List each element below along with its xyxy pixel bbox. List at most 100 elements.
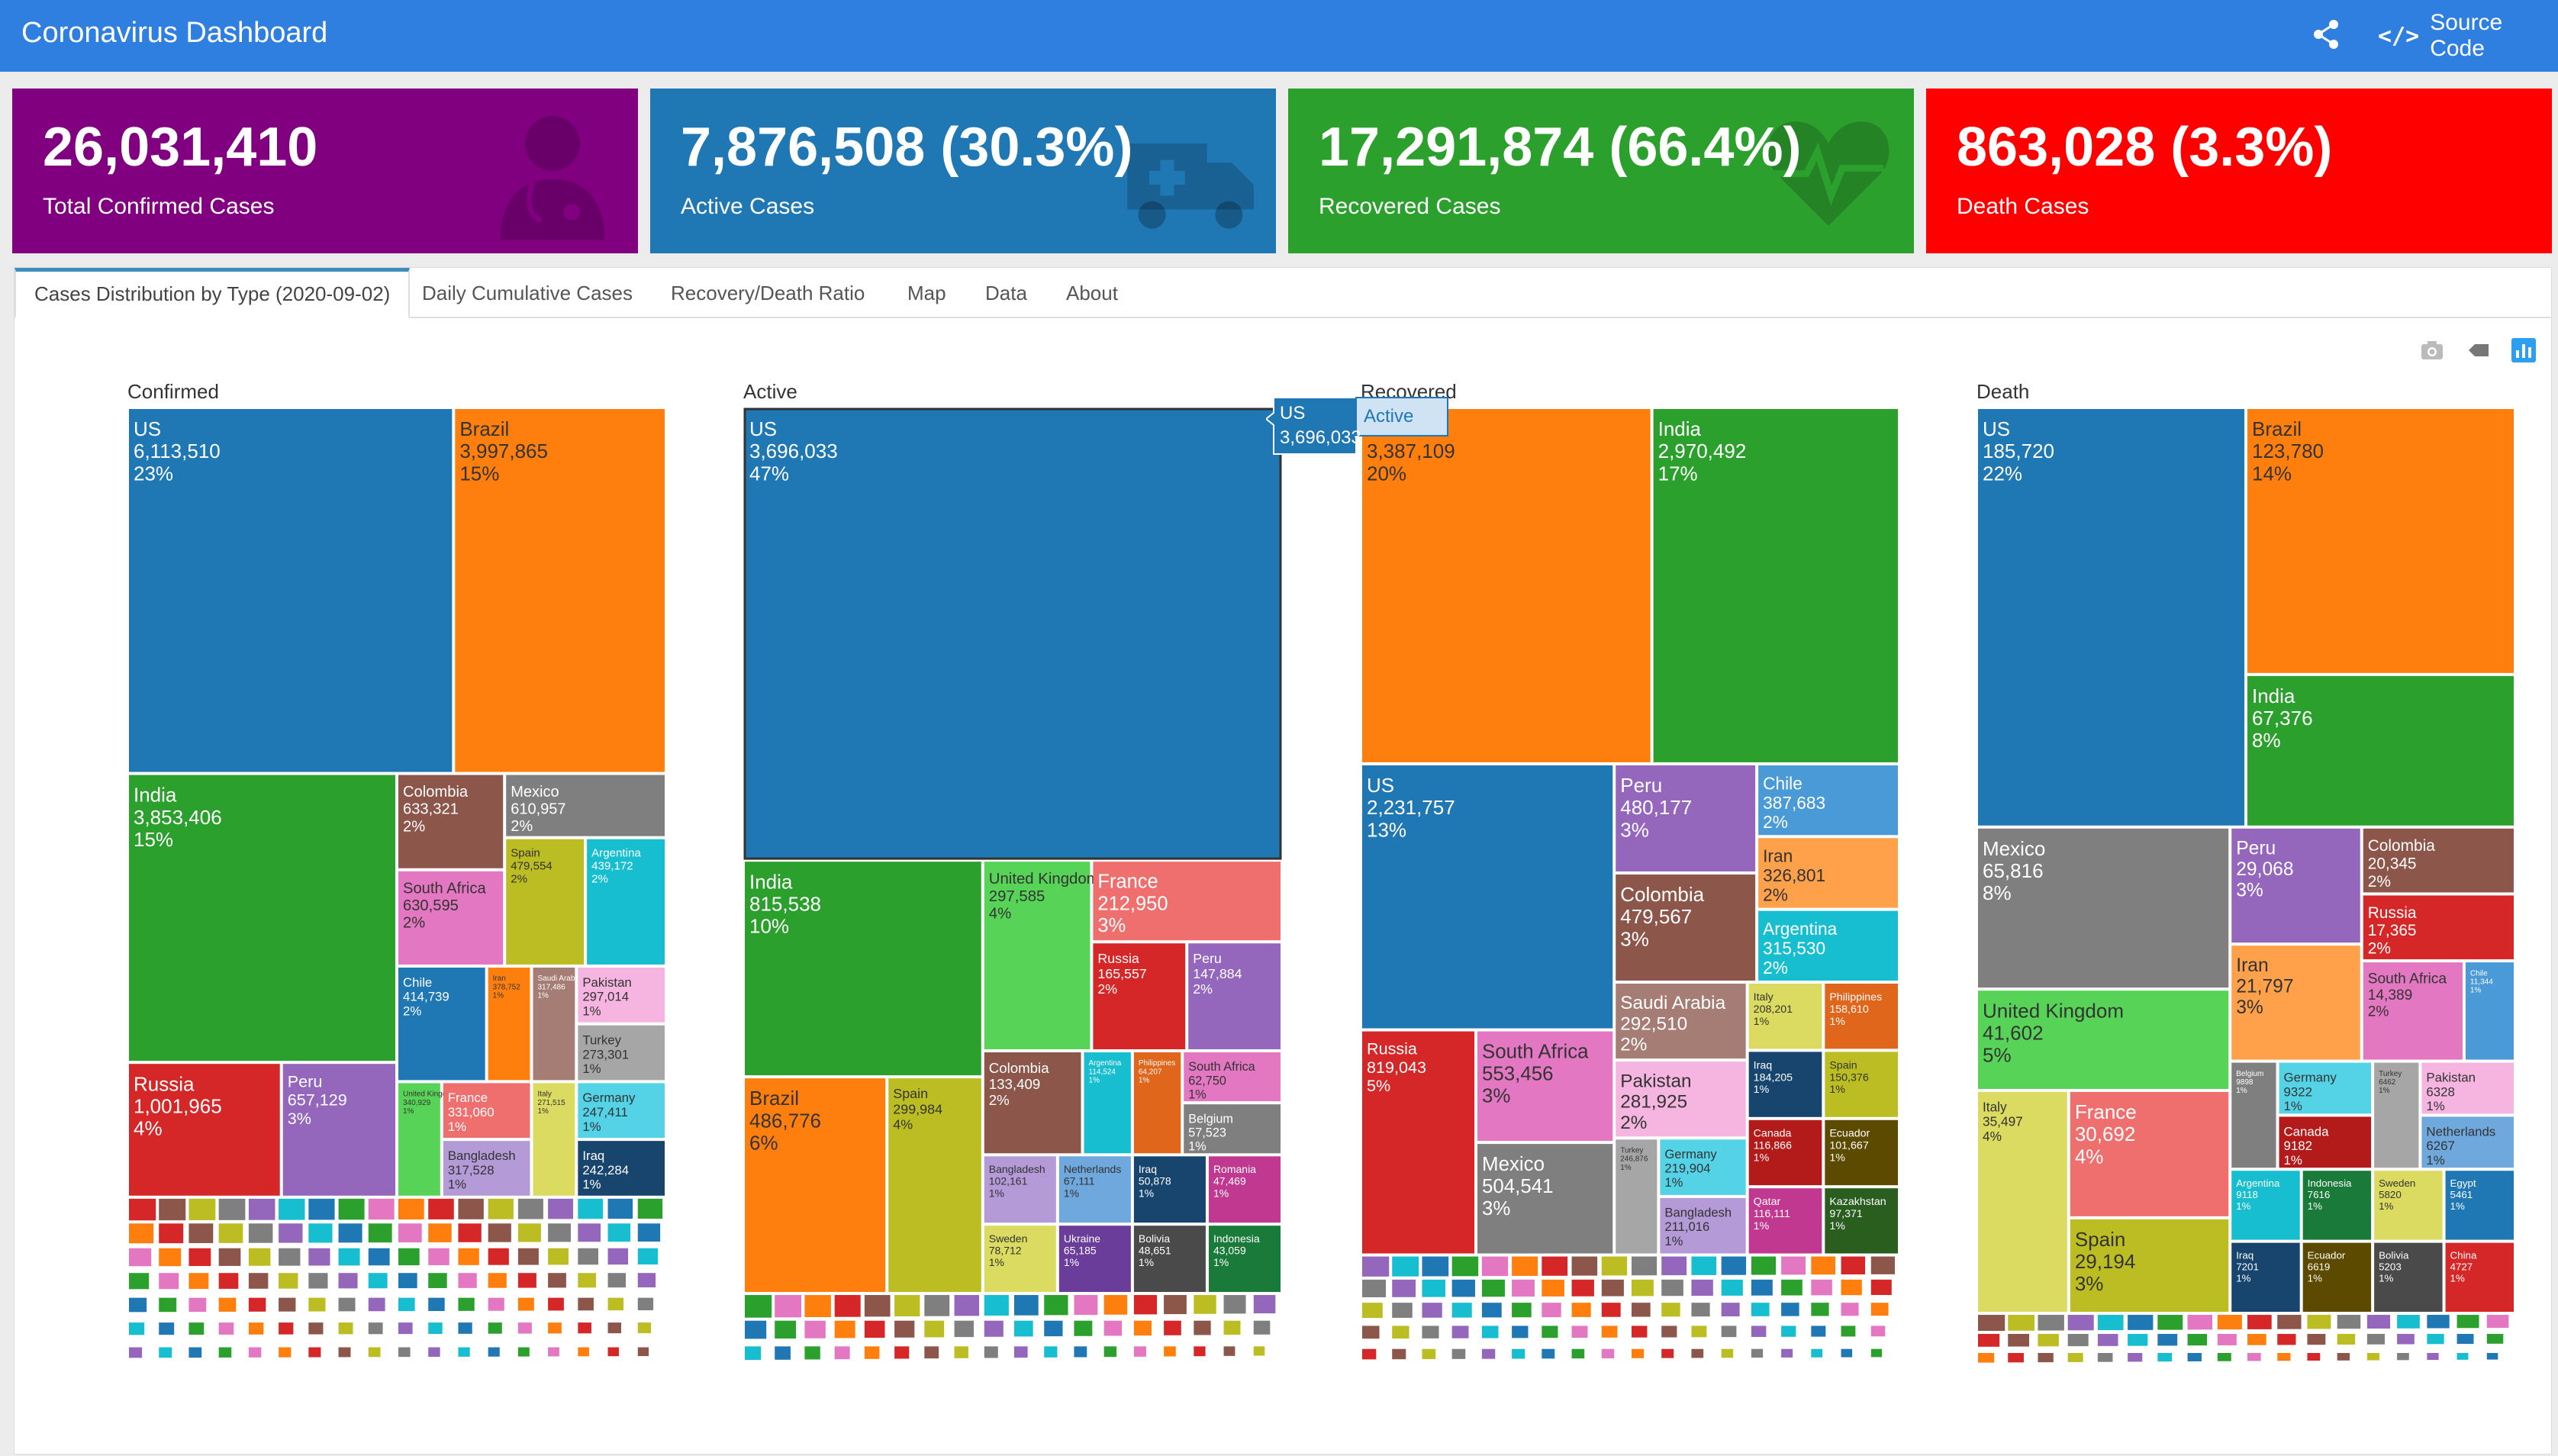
treemap-small-tile[interactable] xyxy=(548,1223,571,1242)
treemap-small-tile[interactable] xyxy=(428,1297,445,1311)
treemap-small-tile[interactable] xyxy=(248,1273,269,1289)
treemap-small-tile[interactable] xyxy=(2067,1353,2083,1362)
treemap-small-tile[interactable] xyxy=(1781,1256,1806,1275)
treemap-small-tile[interactable] xyxy=(338,1273,358,1289)
treemap-small-tile[interactable] xyxy=(488,1198,514,1219)
treemap-small-tile[interactable] xyxy=(1074,1346,1087,1358)
treemap-small-tile[interactable] xyxy=(1870,1256,1896,1274)
treemap-small-tile[interactable] xyxy=(2067,1334,2089,1347)
treemap-small-tile[interactable] xyxy=(1422,1279,1445,1297)
treemap-small-tile[interactable] xyxy=(159,1297,177,1313)
treemap-small-tile[interactable] xyxy=(2008,1334,2030,1347)
treemap-small-tile[interactable] xyxy=(1481,1348,1496,1359)
treemap-small-tile[interactable] xyxy=(1542,1256,1568,1276)
treemap-small-tile[interactable] xyxy=(1721,1303,1740,1317)
treemap-small-tile[interactable] xyxy=(2217,1334,2237,1345)
treemap-small-tile[interactable] xyxy=(745,1320,767,1339)
treemap-small-tile[interactable] xyxy=(1194,1295,1216,1314)
treemap-small-tile[interactable] xyxy=(517,1223,541,1242)
treemap-small-tile[interactable] xyxy=(548,1248,569,1265)
treemap-small-tile[interactable] xyxy=(428,1273,447,1288)
treemap-small-tile[interactable] xyxy=(1841,1256,1866,1275)
treemap-small-tile[interactable] xyxy=(2247,1334,2266,1345)
treemap-small-tile[interactable] xyxy=(1164,1295,1187,1315)
treemap-small-tile[interactable] xyxy=(2157,1334,2178,1346)
treemap-small-tile[interactable] xyxy=(1811,1303,1829,1316)
treemap-small-tile[interactable] xyxy=(1392,1303,1413,1318)
treemap-small-tile[interactable] xyxy=(1133,1320,1152,1336)
treemap-small-tile[interactable] xyxy=(1103,1320,1123,1336)
treemap-small-tile[interactable] xyxy=(2427,1334,2444,1345)
treemap-small-tile[interactable] xyxy=(2128,1334,2148,1346)
treemap-small-tile[interactable] xyxy=(1571,1256,1598,1276)
treemap-small-tile[interactable] xyxy=(607,1223,631,1242)
treemap-small-tile[interactable] xyxy=(775,1295,802,1318)
treemap-small-tile[interactable] xyxy=(1661,1256,1687,1276)
treemap-small-tile[interactable] xyxy=(1601,1256,1628,1276)
treemap-small-tile[interactable] xyxy=(2366,1315,2391,1329)
treemap-small-tile[interactable] xyxy=(338,1322,353,1335)
tab-map[interactable]: Map xyxy=(907,282,946,304)
treemap-small-tile[interactable] xyxy=(1223,1320,1241,1335)
treemap-small-tile[interactable] xyxy=(775,1320,797,1339)
treemap-small-tile[interactable] xyxy=(2187,1315,2213,1330)
treemap-small-tile[interactable] xyxy=(2247,1315,2272,1329)
eraser-icon[interactable] xyxy=(2463,337,2493,364)
treemap-small-tile[interactable] xyxy=(338,1347,351,1358)
treemap-small-tile[interactable] xyxy=(428,1347,440,1358)
treemap-small-tile[interactable] xyxy=(1481,1279,1505,1297)
plotly-logo-icon[interactable] xyxy=(2508,337,2539,364)
treemap-small-tile[interactable] xyxy=(578,1198,604,1219)
treemap-small-tile[interactable] xyxy=(2307,1353,2321,1361)
treemap-small-tile[interactable] xyxy=(1422,1303,1442,1318)
treemap-small-tile[interactable] xyxy=(218,1248,241,1266)
treemap-small-tile[interactable] xyxy=(1601,1326,1618,1338)
treemap-small-tile[interactable] xyxy=(1870,1326,1886,1337)
treemap-small-tile[interactable] xyxy=(2457,1353,2469,1360)
treemap-small-tile[interactable] xyxy=(159,1223,184,1244)
treemap-small-tile[interactable] xyxy=(1781,1279,1803,1296)
treemap-small-tile[interactable] xyxy=(458,1347,470,1357)
treemap-small-tile[interactable] xyxy=(1362,1348,1377,1360)
treemap-small-tile[interactable] xyxy=(2008,1353,2024,1363)
treemap-small-tile[interactable] xyxy=(1571,1326,1588,1338)
treemap-small-tile[interactable] xyxy=(834,1346,850,1360)
treemap-small-tile[interactable] xyxy=(607,1347,619,1357)
treemap-small-tile[interactable] xyxy=(894,1320,915,1338)
treemap-small-tile[interactable] xyxy=(1632,1303,1651,1317)
treemap-small-tile[interactable] xyxy=(578,1297,594,1311)
treemap-small-tile[interactable] xyxy=(458,1273,477,1288)
treemap-small-tile[interactable] xyxy=(1542,1348,1555,1359)
treemap-small-tile[interactable] xyxy=(954,1320,974,1338)
treemap-small-tile[interactable] xyxy=(517,1297,534,1311)
treemap-small-tile[interactable] xyxy=(1691,1279,1713,1297)
treemap-small-tile[interactable] xyxy=(2128,1315,2154,1330)
treemap-small-tile[interactable] xyxy=(637,1322,652,1334)
treemap-small-tile[interactable] xyxy=(279,1322,294,1335)
treemap-small-tile[interactable] xyxy=(1451,1348,1466,1359)
treemap-small-tile[interactable] xyxy=(279,1198,305,1220)
treemap-small-tile[interactable] xyxy=(488,1223,511,1242)
treemap-small-tile[interactable] xyxy=(308,1322,324,1335)
treemap-small-tile[interactable] xyxy=(578,1347,589,1357)
treemap-small-tile[interactable] xyxy=(1751,1279,1773,1296)
treemap-small-tile[interactable] xyxy=(338,1223,362,1243)
treemap-small-tile[interactable] xyxy=(864,1320,885,1338)
treemap-small-tile[interactable] xyxy=(398,1273,417,1289)
